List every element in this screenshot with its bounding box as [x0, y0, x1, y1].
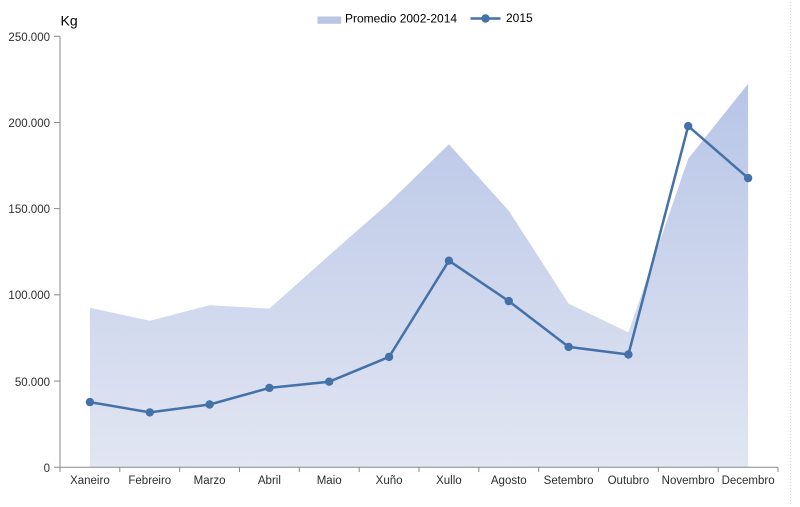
svg-text:Marzo: Marzo	[194, 475, 226, 487]
svg-text:Xullo: Xullo	[436, 475, 462, 487]
svg-text:Agosto: Agosto	[491, 475, 527, 487]
svg-text:Maio: Maio	[317, 475, 342, 487]
svg-text:0: 0	[44, 463, 50, 475]
svg-text:Promedio 2002-2014: Promedio 2002-2014	[345, 12, 457, 26]
svg-text:2015: 2015	[506, 11, 533, 25]
svg-text:250.000: 250.000	[8, 32, 50, 44]
svg-text:Abril: Abril	[258, 475, 281, 487]
svg-text:Xuño: Xuño	[376, 475, 403, 487]
svg-text:Decembro: Decembro	[722, 475, 775, 487]
svg-text:Febreiro: Febreiro	[128, 475, 171, 487]
svg-text:Novembro: Novembro	[662, 475, 715, 487]
svg-text:Xaneiro: Xaneiro	[70, 475, 110, 487]
svg-text:Setembro: Setembro	[544, 475, 594, 487]
svg-text:150.000: 150.000	[8, 204, 50, 216]
svg-text:200.000: 200.000	[8, 118, 50, 130]
svg-text:Outubro: Outubro	[608, 475, 650, 487]
svg-text:Kg: Kg	[61, 13, 78, 29]
svg-text:100.000: 100.000	[8, 290, 50, 302]
svg-text:50.000: 50.000	[15, 377, 50, 389]
